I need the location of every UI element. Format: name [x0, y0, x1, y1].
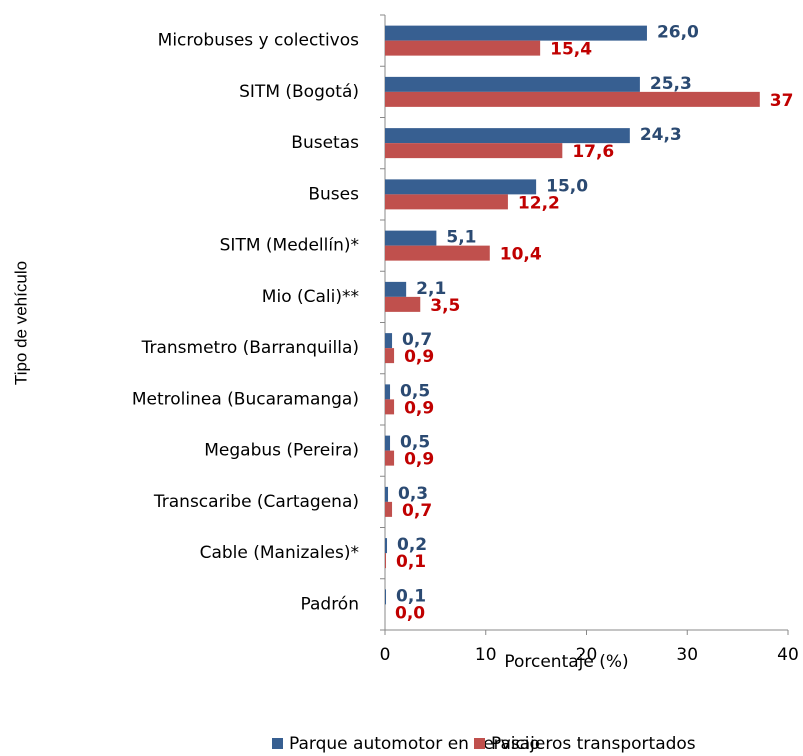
bar [385, 450, 395, 466]
y-tick-label: Microbuses y colectivos [158, 31, 359, 51]
data-label: 0,5 [400, 381, 430, 401]
bar [385, 194, 508, 210]
data-label: 0,9 [404, 398, 434, 418]
data-label: 24,3 [640, 125, 682, 145]
bar [385, 348, 395, 364]
data-label: 0,9 [404, 347, 434, 367]
data-label: 0,7 [402, 501, 432, 521]
data-label: 25,3 [650, 74, 692, 94]
y-tick-label: Busetas [291, 133, 359, 153]
x-tick-label: 0 [380, 645, 391, 665]
bar [385, 296, 421, 312]
data-label: 0,3 [398, 484, 428, 504]
y-tick-label: Buses [308, 184, 359, 204]
bar [385, 143, 563, 159]
y-tick-label: Padrón [301, 594, 360, 614]
data-label: 0,9 [404, 450, 434, 470]
y-tick-label: Metrolinea (Bucaramanga) [132, 389, 359, 409]
x-tick-label: 30 [676, 645, 698, 665]
data-label: 17,6 [572, 142, 614, 162]
x-tick-label: 10 [475, 645, 497, 665]
data-label: 15,4 [550, 40, 592, 60]
bar [385, 128, 630, 144]
data-label: 0,0 [395, 603, 425, 623]
bar [385, 179, 537, 195]
bar [385, 486, 389, 502]
data-label: 15,0 [546, 176, 588, 196]
data-label: 10,4 [500, 245, 542, 265]
data-label: 0,5 [400, 433, 430, 453]
bar [385, 230, 437, 246]
bar [385, 538, 388, 554]
legend-label: Pasajeros transportados [491, 734, 696, 754]
y-tick-label: SITM (Medellín)* [220, 236, 359, 256]
x-axis-title: Porcentaje (%) [504, 652, 628, 672]
y-axis-title: Tipo de vehículo [11, 261, 30, 385]
legend-swatch [272, 738, 283, 749]
bar [385, 281, 407, 297]
y-tick-label: Transcaribe (Cartagena) [153, 492, 359, 512]
bar [385, 333, 393, 349]
y-tick-label: Mio (Cali)** [262, 287, 359, 307]
bar [385, 553, 387, 569]
bar [385, 91, 760, 107]
data-label: 2,1 [416, 279, 446, 299]
y-tick-label: Transmetro (Barranquilla) [141, 338, 359, 358]
y-tick-label: SITM (Bogotá) [239, 82, 359, 102]
bar [385, 245, 490, 261]
data-label: 0,1 [396, 586, 426, 606]
bar [385, 501, 393, 517]
data-label: 37 [770, 91, 794, 111]
y-tick-label: Megabus (Pereira) [204, 441, 359, 461]
data-label: 0,2 [397, 535, 427, 555]
bar [385, 25, 647, 41]
data-label: 0,7 [402, 330, 432, 350]
bar [385, 589, 387, 605]
bar [385, 399, 395, 415]
legend-swatch [474, 738, 485, 749]
y-tick-label: Cable (Manizales)* [200, 543, 359, 563]
x-tick-label: 40 [777, 645, 799, 665]
x-tick-label: 20 [576, 645, 598, 665]
data-label: 0,1 [396, 552, 426, 572]
data-label: 12,2 [518, 193, 560, 213]
data-label: 5,1 [446, 228, 476, 248]
bar [385, 76, 640, 92]
data-label: 26,0 [657, 23, 699, 43]
bar [385, 435, 391, 451]
bar [385, 384, 391, 400]
bar [385, 40, 541, 56]
data-label: 3,5 [430, 296, 460, 316]
